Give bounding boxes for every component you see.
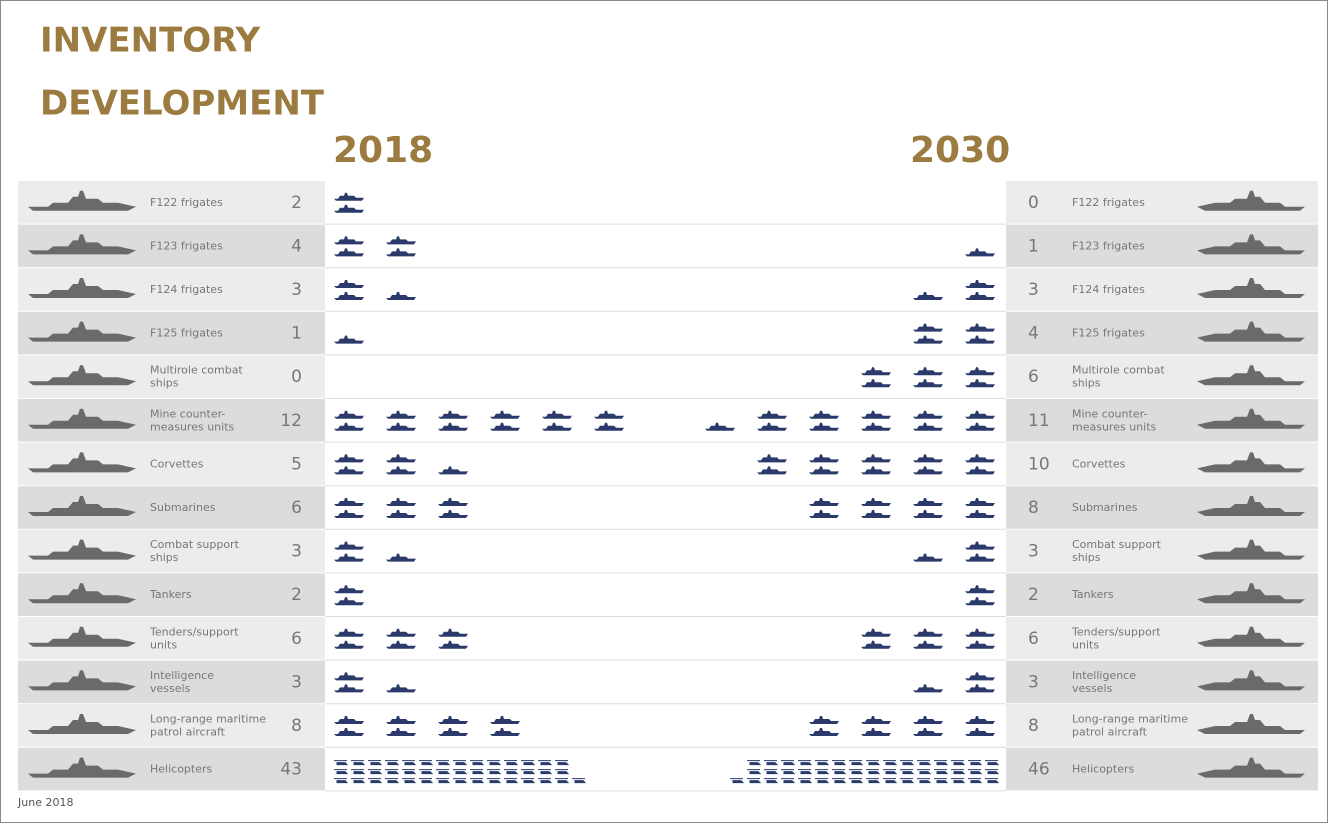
row-label: F124 frigates — [150, 283, 223, 296]
count-2018: 4 — [291, 236, 302, 256]
row-label: vessels — [1072, 682, 1113, 695]
row-label: patrol aircraft — [150, 726, 226, 739]
count-2018: 6 — [291, 629, 302, 649]
count-2018: 43 — [280, 760, 302, 780]
row-label: ships — [150, 377, 179, 390]
count-2018: 2 — [291, 585, 302, 605]
count-2030: 4 — [1028, 324, 1039, 344]
count-2018: 0 — [291, 367, 302, 387]
row-label: Submarines — [1072, 501, 1138, 514]
row-label: measures units — [1072, 420, 1157, 433]
row-label: Mine counter- — [1072, 407, 1147, 420]
row-label: Tenders/support — [1071, 625, 1161, 638]
count-2018: 3 — [291, 542, 302, 562]
count-2030: 46 — [1028, 760, 1050, 780]
row-label: Multirole combat — [1072, 364, 1165, 377]
row-label: units — [1072, 638, 1099, 651]
row-panel — [1006, 181, 1318, 224]
count-2018: 12 — [280, 411, 302, 431]
count-2030: 10 — [1028, 454, 1050, 474]
count-2030: 11 — [1028, 411, 1050, 431]
count-2030: 2 — [1028, 585, 1039, 605]
row-label: Combat support — [150, 538, 240, 551]
count-2030: 8 — [1028, 498, 1039, 518]
row-label: Combat support — [1072, 538, 1162, 551]
year-2030: 2030 — [910, 130, 1010, 171]
row-label: Tenders/support — [149, 625, 239, 638]
row-label: Tankers — [149, 588, 192, 601]
row-panel — [1006, 312, 1318, 355]
row-label: F123 frigates — [150, 239, 223, 252]
row-panel — [1006, 704, 1318, 747]
row-label: Mine counter- — [150, 407, 225, 420]
row-label: Corvettes — [150, 457, 204, 470]
row-panel — [1006, 268, 1318, 311]
infographic: INVENTORY DEVELOPMENT 2018 2030 June 201… — [0, 0, 1328, 823]
row-label: Helicopters — [150, 763, 213, 776]
row-panel — [1006, 530, 1318, 573]
row-label: ships — [1072, 377, 1101, 390]
row-label: F125 frigates — [150, 327, 223, 340]
row-label: F125 frigates — [1072, 327, 1145, 340]
row-label: Long-range maritime — [150, 713, 266, 726]
row-label: F122 frigates — [150, 196, 223, 209]
row-label: Intelligence — [1072, 669, 1136, 682]
row-panel — [1006, 486, 1318, 529]
row-label: units — [150, 638, 177, 651]
count-2018: 2 — [291, 193, 302, 213]
count-2030: 0 — [1028, 193, 1039, 213]
year-2018: 2018 — [333, 130, 433, 171]
row-label: ships — [150, 551, 179, 564]
row-label: ships — [1072, 551, 1101, 564]
footer: June 2018 — [17, 796, 73, 809]
row-panel — [1006, 573, 1318, 616]
row-panel — [1006, 399, 1318, 442]
count-2018: 5 — [291, 454, 302, 474]
row-label: Multirole combat — [150, 364, 243, 377]
row-label: F122 frigates — [1072, 196, 1145, 209]
count-2030: 6 — [1028, 367, 1039, 387]
count-2030: 3 — [1028, 542, 1039, 562]
row-panel — [1006, 225, 1318, 268]
count-2018: 3 — [291, 280, 302, 300]
count-2030: 1 — [1028, 236, 1039, 256]
count-2030: 3 — [1028, 280, 1039, 300]
row-label: Submarines — [150, 501, 216, 514]
title: INVENTORY — [40, 21, 261, 61]
row-panel — [1006, 748, 1318, 791]
row-label: Long-range maritime — [1072, 713, 1188, 726]
row-label: vessels — [150, 682, 191, 695]
row-label: Intelligence — [150, 669, 214, 682]
count-2018: 8 — [291, 716, 302, 736]
count-2030: 8 — [1028, 716, 1039, 736]
title: DEVELOPMENT — [40, 84, 325, 124]
row-panel — [1006, 443, 1318, 486]
count-2030: 3 — [1028, 672, 1039, 692]
row-label: Corvettes — [1072, 457, 1126, 470]
count-2018: 6 — [291, 498, 302, 518]
row-label: F124 frigates — [1072, 283, 1145, 296]
row-label: Helicopters — [1072, 763, 1135, 776]
row-label: patrol aircraft — [1072, 726, 1148, 739]
row-label: measures units — [150, 420, 235, 433]
row-label: F123 frigates — [1072, 239, 1145, 252]
row-panel — [1006, 661, 1318, 704]
count-2018: 1 — [291, 324, 302, 344]
row-label: Tankers — [1071, 588, 1114, 601]
count-2030: 6 — [1028, 629, 1039, 649]
count-2018: 3 — [291, 672, 302, 692]
row-panel — [1006, 617, 1318, 660]
